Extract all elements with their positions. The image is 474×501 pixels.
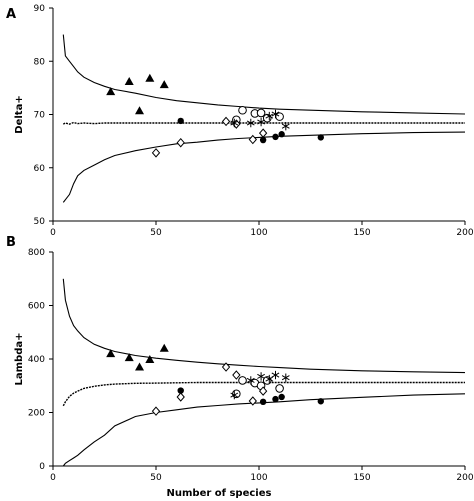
- y-axis-title: Lambda+: [14, 333, 25, 386]
- y-tick-label: 800: [28, 248, 45, 258]
- point-circle-filled: [272, 133, 279, 141]
- y-axis-title: Delta+: [14, 95, 25, 133]
- point-circle-open: [275, 384, 284, 393]
- point-asterisk: [246, 376, 255, 385]
- point-triangle-filled: [135, 362, 145, 371]
- x-tick-label: 200: [456, 228, 473, 238]
- x-tick-label: 100: [250, 473, 267, 483]
- point-diamond-open: [232, 370, 241, 380]
- point-diamond-open: [221, 362, 231, 372]
- point-triangle-filled: [145, 355, 155, 364]
- x-tick-label: 100: [250, 228, 267, 238]
- point-circle-filled: [177, 387, 184, 394]
- point-diamond-open: [221, 116, 231, 127]
- point-asterisk: [271, 109, 280, 119]
- point-asterisk: [265, 374, 274, 384]
- point-circle-filled: [317, 134, 324, 141]
- point-triangle-filled: [106, 87, 116, 96]
- point-diamond-open: [258, 128, 268, 138]
- point-circle-open: [238, 105, 247, 115]
- panel-label: B: [6, 235, 16, 250]
- point-diamond-open: [151, 406, 161, 416]
- y-tick-label: 90: [34, 4, 46, 14]
- point-circle-open: [256, 108, 266, 118]
- point-circle-filled: [259, 136, 267, 144]
- point-asterisk: [281, 122, 290, 131]
- point-circle-filled: [272, 395, 279, 403]
- y-tick-label: 70: [34, 111, 46, 121]
- upper-limit-line: [62, 34, 466, 115]
- point-diamond-open: [176, 392, 185, 402]
- point-diamond-open: [248, 134, 257, 145]
- lower-limit-line: [62, 131, 466, 203]
- x-tick-label: 200: [456, 473, 473, 483]
- point-asterisk: [265, 111, 274, 121]
- mean-line: [62, 381, 465, 407]
- point-circle-filled: [278, 131, 285, 138]
- point-circle-filled: [317, 398, 324, 405]
- point-triangle-filled: [159, 343, 169, 352]
- x-axis-title: Number of species: [167, 488, 272, 499]
- panel-label: A: [6, 7, 16, 22]
- point-circle-filled: [278, 393, 285, 401]
- y-tick-label: 80: [34, 57, 46, 67]
- point-asterisk: [281, 373, 290, 382]
- y-tick-label: 600: [28, 302, 45, 312]
- point-asterisk: [257, 372, 265, 381]
- point-diamond-open: [258, 386, 268, 396]
- point-circle-filled: [259, 398, 267, 405]
- point-asterisk: [246, 118, 255, 128]
- panel-b: B 0 200 400 600 800 0 50 100 150 200 Lambda+ Number …: [6, 235, 474, 499]
- x-tick-label: 0: [50, 473, 56, 483]
- point-asterisk: [271, 370, 280, 380]
- x-tick-label: 150: [353, 228, 370, 238]
- point-triangle-filled: [124, 353, 134, 362]
- mean-line: [62, 121, 465, 125]
- x-tick-label: 50: [150, 228, 162, 238]
- point-asterisk: [230, 118, 239, 128]
- point-circle-filled: [177, 117, 184, 125]
- y-tick-label: 50: [34, 217, 46, 227]
- point-triangle-filled: [124, 76, 134, 85]
- upper-limit-line: [62, 278, 466, 374]
- x-tick-label: 50: [150, 473, 162, 483]
- point-diamond-open: [248, 396, 257, 406]
- point-circle-open: [275, 112, 284, 121]
- point-circle-open: [238, 376, 247, 385]
- panel-a: A 50 60 70 80 90 0 50 100 150 200 Delta+: [6, 4, 474, 238]
- point-asterisk: [230, 390, 239, 400]
- point-triangle-filled: [106, 349, 116, 358]
- point-diamond-open: [176, 137, 185, 148]
- y-tick-label: 400: [28, 355, 45, 365]
- x-tick-label: 150: [353, 473, 370, 483]
- point-asterisk: [257, 117, 265, 127]
- point-triangle-filled: [145, 73, 155, 82]
- y-tick-label: 200: [28, 409, 45, 419]
- y-tick-label: 60: [34, 164, 46, 174]
- y-tick-label: 0: [39, 462, 45, 472]
- point-diamond-open: [151, 148, 161, 158]
- point-triangle-filled: [135, 106, 145, 115]
- x-tick-label: 0: [50, 228, 56, 238]
- point-triangle-filled: [159, 80, 169, 89]
